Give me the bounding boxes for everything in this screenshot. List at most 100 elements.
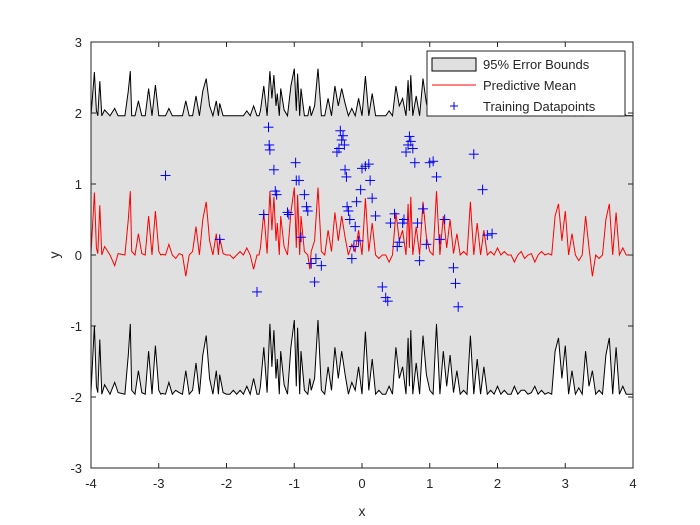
- training-point: [299, 189, 310, 200]
- error-band: [91, 68, 633, 395]
- y-tick-label: 3: [75, 35, 82, 50]
- y-tick-label: 0: [75, 248, 82, 263]
- legend-swatch-datapoints: [450, 102, 458, 110]
- training-point: [290, 157, 301, 168]
- training-point: [341, 171, 352, 182]
- training-point: [336, 134, 347, 145]
- training-point: [264, 139, 275, 150]
- training-point: [309, 276, 320, 287]
- training-point: [340, 164, 351, 175]
- y-tick-label: 2: [75, 106, 82, 121]
- x-tick-label: -1: [288, 476, 300, 491]
- training-point: [342, 201, 353, 212]
- training-point: [434, 234, 445, 245]
- training-point: [363, 159, 374, 170]
- training-point: [338, 130, 349, 141]
- x-tick-label: -2: [221, 476, 233, 491]
- training-point: [482, 230, 493, 241]
- training-point: [404, 131, 415, 142]
- training-point: [351, 196, 362, 207]
- legend-swatch-error-bounds: [431, 57, 477, 72]
- training-point: [392, 241, 403, 252]
- training-point: [160, 170, 171, 181]
- training-point: [389, 208, 400, 219]
- training-point: [412, 218, 423, 229]
- x-axis-label: x: [359, 503, 366, 519]
- training-point: [353, 235, 364, 246]
- x-tick-label: -3: [153, 476, 165, 491]
- training-point: [450, 278, 461, 289]
- training-point: [431, 171, 442, 182]
- y-axis-ticks: -3 -2 -1 0 1 2 3: [70, 35, 633, 476]
- training-point: [333, 143, 344, 154]
- training-point: [293, 175, 304, 186]
- y-tick-label: -3: [70, 461, 82, 476]
- training-point: [487, 228, 498, 239]
- training-point: [283, 209, 294, 220]
- training-point: [385, 218, 396, 229]
- training-point: [370, 210, 381, 221]
- training-point: [468, 149, 479, 160]
- training-point: [301, 201, 312, 212]
- training-point: [306, 258, 317, 269]
- training-point: [343, 205, 354, 216]
- training-point: [407, 143, 418, 154]
- training-point: [258, 209, 269, 220]
- training-point: [344, 214, 355, 225]
- training-point: [339, 139, 350, 150]
- legend-label-error-bounds: 95% Error Bounds: [483, 57, 590, 72]
- training-point: [409, 157, 420, 168]
- x-tick-label: 3: [562, 476, 569, 491]
- training-point: [448, 262, 459, 273]
- training-points-layer: [160, 122, 498, 312]
- predictive-mean-line: [91, 187, 633, 277]
- training-point: [310, 253, 321, 264]
- legend-label-datapoints: Training Datapoints: [483, 99, 596, 114]
- training-point: [264, 144, 275, 155]
- training-point: [282, 207, 293, 218]
- x-tick-label: 1: [426, 476, 433, 491]
- x-tick-label: 2: [494, 476, 501, 491]
- x-axis-ticks: -4 -3 -2 -1 0 1 2 3 4: [85, 42, 637, 491]
- training-point: [382, 296, 393, 307]
- training-point: [268, 164, 279, 175]
- training-point: [405, 136, 416, 147]
- training-point: [401, 147, 412, 158]
- training-point: [394, 237, 405, 248]
- training-point: [263, 122, 274, 133]
- training-point: [251, 286, 262, 297]
- x-tick-label: 4: [629, 476, 636, 491]
- training-point: [365, 175, 376, 186]
- legend-label-mean: Predictive Mean: [483, 78, 576, 93]
- training-point: [346, 253, 357, 264]
- training-point: [399, 214, 410, 225]
- x-tick-label: -4: [85, 476, 97, 491]
- training-point: [421, 239, 432, 250]
- training-point: [439, 214, 450, 225]
- training-point: [453, 301, 464, 312]
- training-point: [335, 125, 346, 136]
- mean-layer: [91, 187, 633, 277]
- x-tick-label: 0: [358, 476, 365, 491]
- training-point: [316, 260, 327, 271]
- training-point: [428, 156, 439, 167]
- error-band-layer: [91, 68, 633, 396]
- training-point: [350, 221, 361, 232]
- y-tick-label: 1: [75, 177, 82, 192]
- y-tick-label: -2: [70, 390, 82, 405]
- y-tick-label: -1: [70, 319, 82, 334]
- training-point: [477, 184, 488, 195]
- training-point: [367, 193, 378, 204]
- training-point: [377, 281, 388, 292]
- training-point: [302, 205, 313, 216]
- training-point: [355, 184, 366, 195]
- training-point: [417, 203, 428, 214]
- training-point: [414, 255, 425, 266]
- training-point: [296, 232, 307, 243]
- training-point: [271, 189, 282, 200]
- y-axis-label: y: [46, 252, 62, 259]
- training-point: [348, 241, 359, 252]
- training-point: [214, 234, 225, 245]
- lower-bound-line: [91, 319, 633, 396]
